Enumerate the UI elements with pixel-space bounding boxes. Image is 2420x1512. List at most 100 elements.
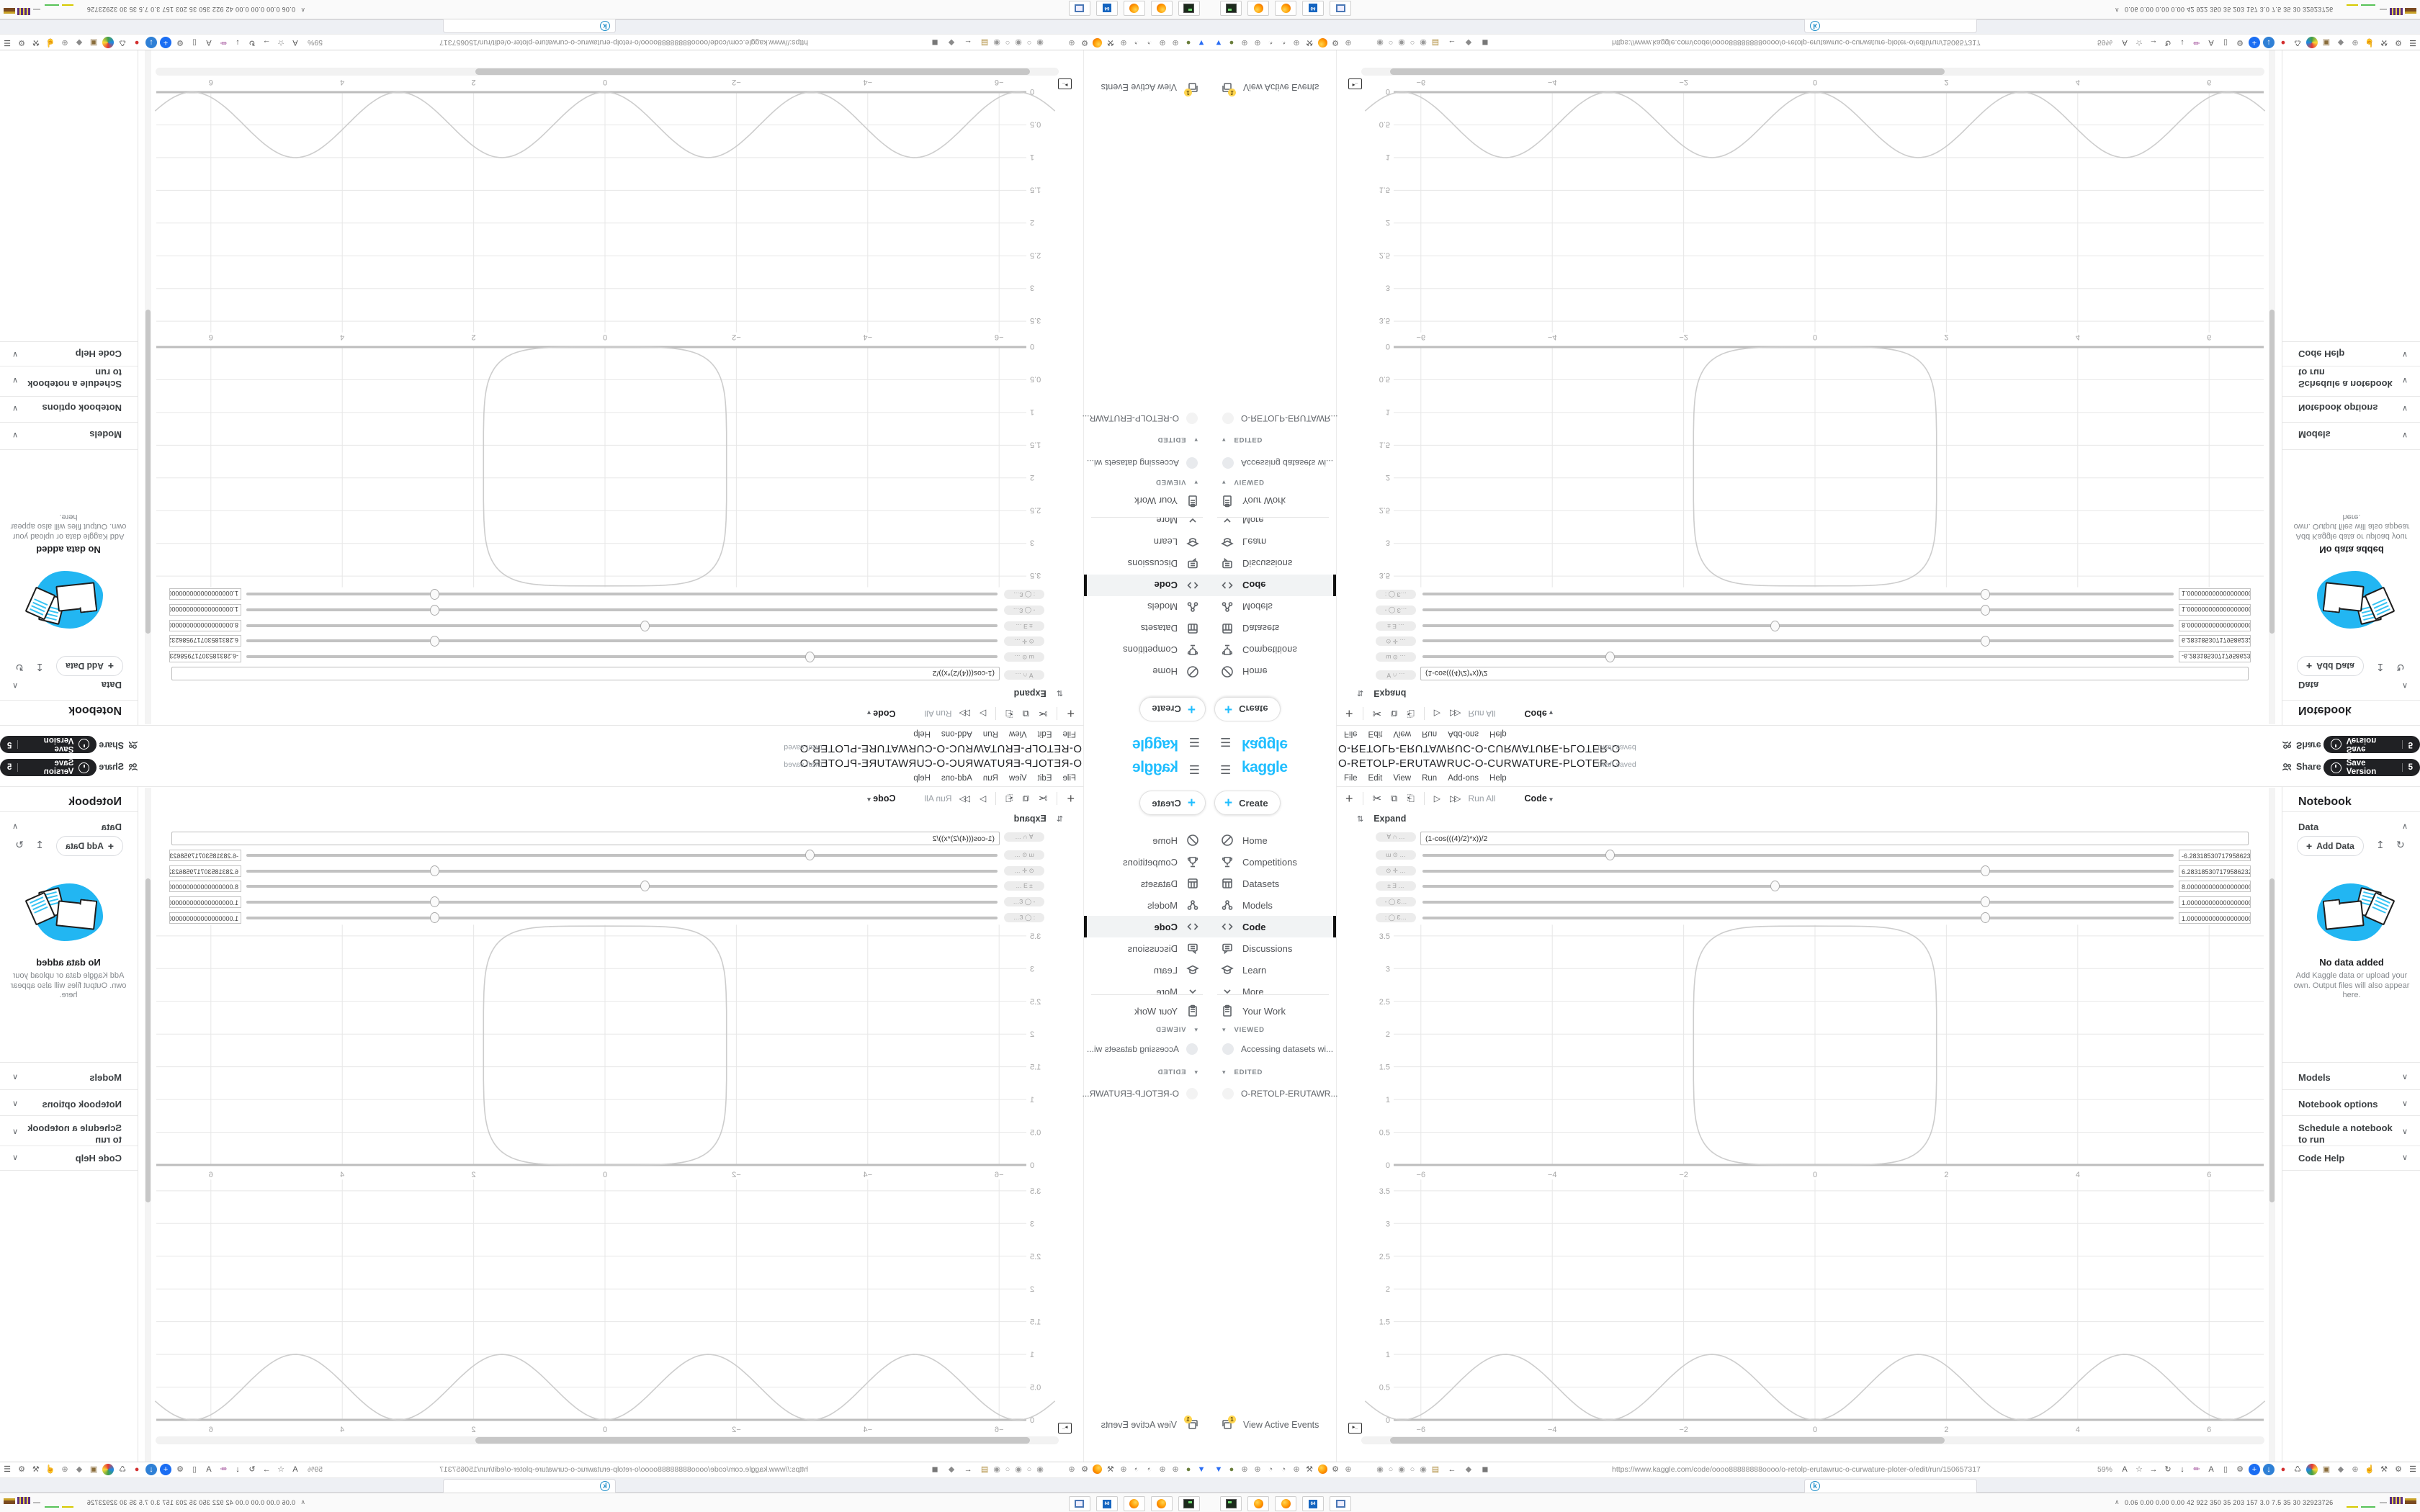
gauge-icon[interactable]: ◔ [1134,38,1139,47]
section-notebook-options[interactable]: Notebook options [42,402,122,413]
slider-handle[interactable] [640,881,650,892]
globe-color-icon[interactable] [2306,37,2318,48]
slider-handle[interactable] [1981,896,1991,908]
taskbar-app-floppy-64[interactable]: 64 [1302,1496,1324,1511]
radio-off-icon[interactable]: ○ [1026,1465,1032,1474]
section-models[interactable]: Models [2298,1072,2331,1083]
upload-icon[interactable]: ↥ [2376,662,2385,673]
globe-icon[interactable]: ⊕ [1254,1465,1261,1474]
slider-track[interactable] [246,881,998,892]
slider-track[interactable] [1422,636,2174,647]
refresh-icon[interactable]: ↻ [15,839,24,850]
sidebar-item-code[interactable]: Code [1084,575,1210,596]
save-version-button[interactable]: Save Version 5 [2323,759,2420,776]
notebook-title[interactable]: O-RETOLP-ERUTAWRUC-O-CURWATURE-PLOTER-O [799,757,1082,770]
chevron-down-icon[interactable]: ∨ [2401,350,2408,359]
slider-value[interactable]: 6.2831853071795862320 [169,635,241,647]
share-button[interactable]: Share [99,740,138,750]
create-button[interactable]: + Create [1214,791,1281,815]
sidebar-item-code[interactable]: Code [1210,575,1336,596]
sidebar-item-home[interactable]: Home [1210,661,1336,683]
gear-icon[interactable]: ⚙ [1332,38,1339,47]
url-bar[interactable]: https://www.kaggle.com/code/oooo88888888… [1612,38,1981,47]
sidebar-item-models[interactable]: Models [1210,894,1336,916]
upload-icon[interactable]: ↥ [35,839,44,850]
menu-view[interactable]: View [1008,729,1027,738]
download-icon[interactable]: ↓ [2180,38,2184,47]
forward-arrow-icon[interactable]: → [2149,38,2158,47]
slider-value[interactable]: -6.283185307179586232 [2179,651,2251,662]
sidebar-item-competitions[interactable]: Competitions [1084,639,1210,661]
section-data[interactable]: Data [2298,822,2319,832]
vertical-scrollbar[interactable] [2269,50,2275,724]
star-icon[interactable]: ☆ [2136,38,2143,47]
record-icon[interactable]: ● [2280,1465,2286,1474]
funnel-icon[interactable]: ▼ [1197,38,1206,47]
star-icon[interactable]: ☆ [277,38,284,47]
sidebar-item-learn[interactable]: Learn [1084,531,1210,553]
slider-handle[interactable] [1605,652,1615,662]
url-bar[interactable]: https://www.kaggle.com/code/oooo88888888… [439,1465,808,1474]
cut-cell-button[interactable]: ✂ [1038,707,1048,719]
cut-cell-button[interactable]: ✂ [1372,707,1382,719]
radio-on-icon[interactable]: ◉ [1015,1465,1022,1474]
star-icon[interactable]: ☆ [2136,1465,2143,1474]
notebook-title[interactable]: O-RETOLP-ERUTAWRUC-O-CURWATURE-PLOTER-O [799,742,1082,755]
menu-icon[interactable]: ☰ [4,1465,11,1474]
menu-icon[interactable]: ☰ [4,38,11,47]
globe-icon[interactable]: ⊕ [1293,38,1300,47]
wrench-icon[interactable]: ⚒ [1306,1465,1313,1474]
section-code-help[interactable]: Code Help [75,1153,122,1164]
upload-icon[interactable]: ↥ [2376,839,2385,850]
horizontal-scrollbar[interactable] [156,1436,1059,1444]
folder-icon[interactable]: ▤ [980,1465,989,1474]
slider-track[interactable] [246,652,998,662]
gear-icon[interactable]: ⚙ [176,38,184,47]
run-cell-button[interactable]: ▷ [1433,793,1441,804]
cell-type-dropdown[interactable]: Code ▾ [1524,708,1553,719]
folder-icon[interactable]: ▤ [1431,1465,1440,1474]
copy-cell-button[interactable]: ⧉ [1391,708,1398,719]
sidebar-item-datasets[interactable]: Datasets [1210,873,1336,894]
url-bar[interactable]: https://www.kaggle.com/code/oooo88888888… [439,38,808,47]
funnel-icon[interactable]: ▼ [1197,1465,1206,1474]
globe-icon[interactable]: ⊕ [1293,1465,1300,1474]
package-icon[interactable]: ▣ [2322,1465,2331,1474]
sidebar-item-models[interactable]: Models [1084,894,1210,916]
thumbs-up-icon[interactable]: ☝ [45,1465,55,1474]
reload-icon[interactable]: ↻ [2164,38,2172,47]
sidebar-item-competitions[interactable]: Competitions [1210,851,1336,873]
firefox-icon[interactable] [1317,1464,1328,1475]
chevron-down-icon[interactable]: ∨ [2401,1073,2408,1081]
slider-value[interactable]: 6.2831853071795862320 [2179,635,2251,647]
funnel-icon[interactable]: ▼ [1214,38,1223,47]
sidebar-item-more[interactable]: More [1210,981,1336,1002]
sidebar-item-discussions[interactable]: Discussions [1084,553,1210,575]
slider-handle[interactable] [805,652,815,662]
slider-value[interactable]: 8.0000000000000000000 [2179,881,2251,893]
section-models[interactable]: Models [89,1072,122,1083]
paste-cell-button[interactable]: ⎗ [1005,793,1013,804]
add-data-button[interactable]: + Add Data [2297,656,2364,676]
save-version-button[interactable]: Save Version 5 [2323,736,2420,753]
brush-icon[interactable]: ✏ [220,38,227,47]
shield-icon[interactable]: ◆ [1465,1465,1472,1474]
slider-track[interactable] [1422,896,2174,908]
sidebar-item-viewed-notebook[interactable]: Accessing datasets wi... [1087,1043,1198,1055]
taskbar-app-firefox[interactable] [1151,1496,1173,1511]
gear-icon[interactable]: ⚙ [176,1465,184,1474]
slider-track[interactable] [246,620,998,631]
sidebar-item-home[interactable]: Home [1210,829,1336,851]
add-cell-button[interactable]: + [1067,706,1075,721]
share-button[interactable]: Share [2282,762,2321,772]
viewed-group-header[interactable]: ▾ VIEWED [1155,1026,1198,1034]
section-schedule[interactable]: Schedule a notebook to run [27,1122,122,1145]
menu-file[interactable]: File [1344,729,1358,738]
translate-icon[interactable]: A [2208,38,2214,47]
globe-icon[interactable]: ⊕ [1241,1465,1248,1474]
taskbar-app-firefox[interactable] [1151,1,1173,16]
globe-color-icon[interactable] [102,1464,114,1475]
menu-run[interactable]: Run [1422,774,1438,783]
horizontal-scrollbar[interactable] [156,68,1059,76]
slider-track[interactable] [246,912,998,923]
